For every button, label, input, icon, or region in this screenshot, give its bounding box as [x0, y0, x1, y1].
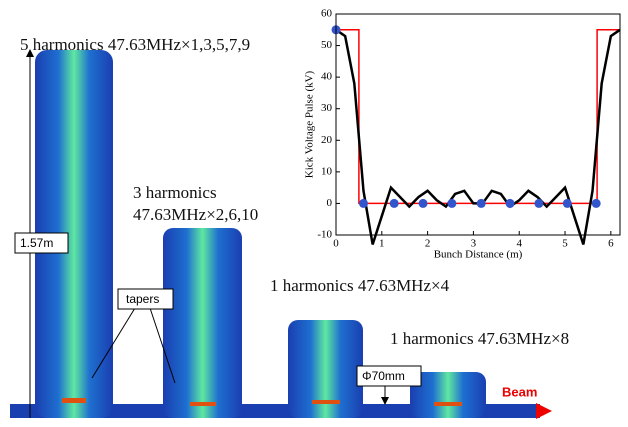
height-label: 1.57m	[20, 236, 53, 250]
inset-bg	[300, 0, 628, 262]
x-tick-label: 5	[562, 238, 568, 250]
cavity-label: 5 harmonics 47.63MHz×1,3,5,7,9	[20, 35, 250, 54]
marker	[505, 198, 515, 208]
label-box	[356, 365, 422, 387]
cavity	[410, 372, 486, 418]
gap	[62, 398, 86, 403]
x-tick-label: 6	[608, 238, 614, 250]
cavity-label: 1 harmonics 47.63MHz×8	[390, 329, 569, 348]
y-tick-label: 60	[321, 8, 333, 20]
cavity	[35, 50, 113, 418]
y-axis-label: Kick Voltage Pulse (kV)	[304, 70, 316, 178]
y-tick-label: 10	[321, 165, 333, 177]
beam-label: Beam	[502, 384, 537, 399]
marker	[358, 198, 368, 208]
y-tick-label: 30	[321, 102, 333, 114]
x-tick-label: 1	[379, 238, 385, 250]
label-box	[14, 232, 69, 254]
marker	[591, 198, 601, 208]
marker	[389, 198, 399, 208]
cavity-label: 1 harmonics 47.63MHz×4	[270, 276, 450, 295]
label-box	[117, 288, 174, 310]
marker	[447, 198, 457, 208]
marker	[534, 198, 544, 208]
beam-pipe	[10, 404, 540, 418]
marker	[562, 198, 572, 208]
x-tick-label: 4	[516, 238, 522, 250]
x-tick-label: 0	[333, 238, 339, 250]
gap	[312, 400, 340, 404]
cavity	[163, 228, 242, 418]
cavities	[10, 50, 540, 418]
y-tick-label: 20	[321, 134, 333, 146]
y-tick-label: -10	[317, 229, 332, 241]
gap	[434, 402, 462, 406]
plot-frame	[335, 13, 621, 236]
x-axis-label: Bunch Distance (m)	[434, 249, 523, 261]
cavity-label: 47.63MHz×2,6,10	[133, 205, 258, 224]
pointer	[91, 307, 136, 379]
cavity-label: 3 harmonics	[133, 183, 217, 202]
diameter-label: Φ70mm	[362, 369, 405, 383]
pointer	[149, 307, 176, 384]
cavity	[288, 320, 363, 418]
y-tick-label: 0	[327, 197, 333, 209]
marker	[476, 198, 486, 208]
y-tick-label: 40	[321, 71, 333, 83]
x-tick-label: 2	[425, 238, 431, 250]
tapers-label: tapers	[126, 292, 159, 306]
marker	[418, 198, 428, 208]
gap	[190, 402, 216, 406]
x-tick-label: 3	[471, 238, 477, 250]
y-tick-label: 50	[321, 39, 333, 51]
